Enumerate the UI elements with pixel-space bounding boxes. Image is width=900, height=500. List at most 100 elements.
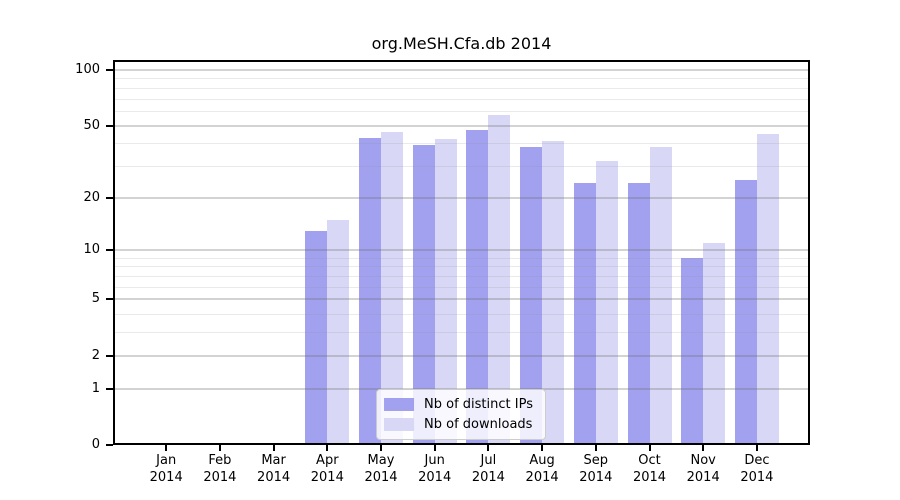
- x-tick-label-sep: Sep 2014: [564, 452, 628, 486]
- bar-downloads-sep: [595, 160, 618, 443]
- x-tick-label-mar: Mar 2014: [242, 452, 306, 486]
- y-tick-5: [106, 298, 113, 301]
- major-gridline-20: [115, 196, 808, 199]
- minor-gridline-30: [115, 165, 808, 167]
- year-label: 2014: [310, 470, 344, 485]
- year-label: 2014: [418, 470, 452, 485]
- month-label: Feb: [208, 453, 232, 468]
- minor-gridline-4: [115, 314, 808, 316]
- major-gridline-50: [115, 124, 808, 127]
- x-tick-feb: [218, 445, 221, 451]
- x-tick-label-nov: Nov 2014: [671, 452, 735, 486]
- x-tick-label-aug: Aug 2014: [510, 452, 574, 486]
- x-tick-jun: [433, 445, 436, 451]
- bar-downloads-jun: [434, 139, 457, 443]
- major-gridline-2: [115, 354, 808, 357]
- chart-title: org.MeSH.Cfa.db 2014: [371, 34, 552, 53]
- x-tick-sep: [594, 445, 597, 451]
- bar-downloads-oct: [649, 147, 672, 443]
- year-label: 2014: [579, 470, 613, 485]
- year-label: 2014: [257, 470, 291, 485]
- y-tick-label-100: 100: [75, 62, 100, 78]
- y-tick-label-50: 50: [83, 117, 100, 133]
- minor-gridline-8: [115, 266, 808, 268]
- bar-distinct-ips-oct: [627, 183, 650, 443]
- y-tick-2: [106, 354, 113, 357]
- y-tick-50: [106, 124, 113, 127]
- y-tick-label-0: 0: [91, 437, 100, 452]
- month-label: Dec: [744, 453, 770, 468]
- minor-gridline-3: [115, 332, 808, 334]
- y-tick-label-20: 20: [83, 189, 100, 205]
- bar-downloads-may: [381, 132, 403, 443]
- legend-item-distinct-ips: Nb of distinct IPs: [384, 397, 533, 412]
- x-tick-label-oct: Oct 2014: [618, 452, 682, 486]
- x-tick-oct: [648, 445, 651, 451]
- legend: Nb of distinct IPs Nb of downloads: [376, 389, 546, 440]
- x-tick-label-jan: Jan 2014: [134, 452, 198, 486]
- y-tick-1: [106, 387, 113, 390]
- year-label: 2014: [525, 470, 559, 485]
- bar-distinct-ips-jul: [466, 130, 489, 443]
- month-label: May: [367, 453, 395, 468]
- major-gridline-1: [115, 387, 808, 390]
- year-label: 2014: [740, 470, 774, 485]
- month-label: Jan: [156, 453, 177, 468]
- bar-distinct-ips-aug: [520, 147, 543, 443]
- bar-distinct-ips-jun: [412, 145, 435, 443]
- bar-downloads-nov: [703, 243, 726, 443]
- major-gridline-100: [115, 69, 808, 72]
- major-gridline-10: [115, 249, 808, 252]
- month-label: Mar: [261, 453, 286, 468]
- year-label: 2014: [686, 470, 720, 485]
- x-tick-jan: [165, 445, 168, 451]
- minor-gridline-40: [115, 143, 808, 145]
- bar-distinct-ips-nov: [681, 257, 704, 443]
- year-label: 2014: [203, 470, 237, 485]
- bar-downloads-jul: [488, 115, 511, 443]
- x-tick-jul: [487, 445, 490, 451]
- y-tick-label-1: 1: [91, 380, 100, 396]
- x-tick-apr: [326, 445, 329, 451]
- bar-downloads-dec: [756, 133, 779, 443]
- x-tick-dec: [755, 445, 758, 451]
- legend-item-downloads: Nb of downloads: [384, 417, 533, 432]
- x-tick-aug: [541, 445, 544, 451]
- x-tick-may: [380, 445, 382, 451]
- minor-gridline-9: [115, 257, 808, 259]
- legend-label-distinct-ips: Nb of distinct IPs: [424, 397, 533, 412]
- month-label: Jun: [424, 453, 445, 468]
- year-label: 2014: [149, 470, 183, 485]
- y-tick-100: [106, 69, 113, 72]
- minor-gridline-80: [115, 87, 808, 89]
- legend-label-downloads: Nb of downloads: [424, 417, 533, 432]
- bar-downloads-aug: [542, 141, 565, 443]
- x-tick-label-may: May 2014: [349, 452, 413, 486]
- x-tick-label-apr: Apr 2014: [295, 452, 359, 486]
- minor-gridline-70: [115, 98, 808, 100]
- minor-gridline-60: [115, 110, 808, 112]
- legend-swatch-distinct-ips: [384, 398, 415, 411]
- year-label: 2014: [364, 470, 398, 485]
- month-label: Oct: [638, 453, 661, 468]
- x-tick-label-feb: Feb 2014: [188, 452, 252, 486]
- major-gridline-5: [115, 298, 808, 301]
- x-tick-label-dec: Dec 2014: [725, 452, 789, 486]
- month-label: Aug: [529, 453, 555, 468]
- minor-gridline-7: [115, 276, 808, 278]
- x-tick-label-jul: Jul 2014: [456, 452, 520, 486]
- year-label: 2014: [632, 470, 667, 485]
- x-tick-label-jun: Jun 2014: [403, 452, 467, 486]
- bar-distinct-ips-dec: [734, 180, 757, 443]
- bar-distinct-ips-sep: [573, 183, 596, 443]
- x-tick-mar: [272, 445, 275, 451]
- month-label: Apr: [316, 453, 339, 468]
- month-label: Nov: [690, 453, 716, 468]
- y-tick-0: [106, 444, 113, 446]
- bar-distinct-ips-may: [359, 137, 381, 443]
- y-tick-10: [106, 249, 113, 252]
- minor-gridline-90: [115, 78, 808, 80]
- month-label: Sep: [583, 453, 609, 468]
- year-label: 2014: [471, 470, 505, 485]
